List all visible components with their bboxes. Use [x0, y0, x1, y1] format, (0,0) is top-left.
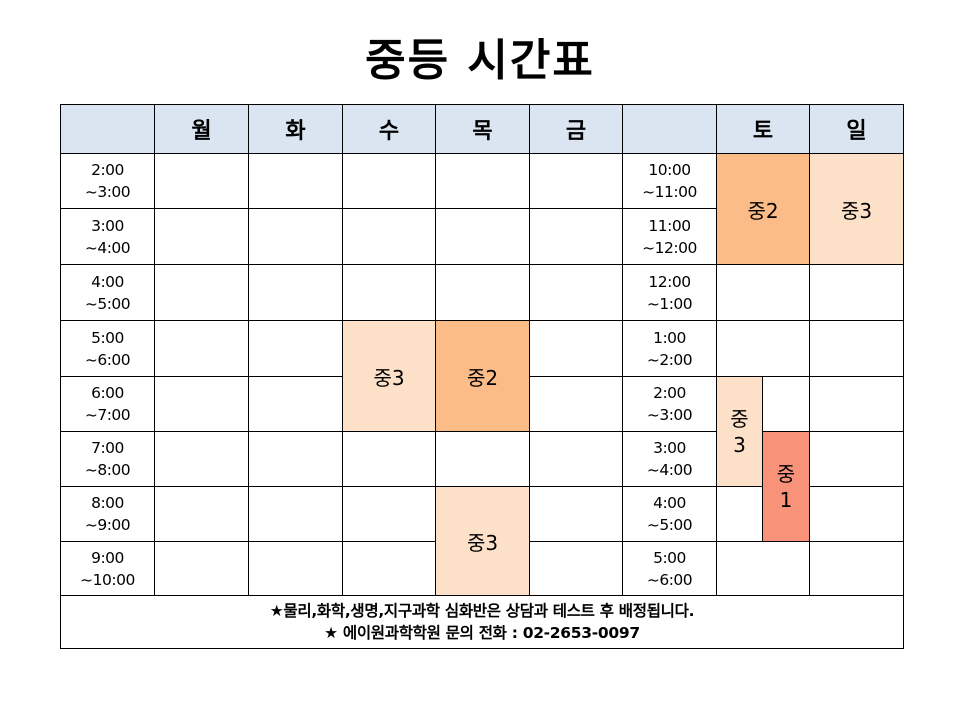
empty-cell [435, 208, 530, 265]
empty-cell [248, 320, 343, 377]
header-day-sat: 토 [716, 104, 810, 154]
weekend-time-cell: 5:00 ~6:00 [622, 541, 717, 596]
page-title: 중등 시간표 [365, 35, 595, 86]
header-day-fri: 금 [529, 104, 623, 154]
header-day-wed: 수 [342, 104, 436, 154]
empty-cell [529, 208, 623, 265]
empty-cell [809, 541, 904, 596]
weekday-time-cell: 4:00 ~5:00 [60, 264, 155, 321]
header-row: 월 화 수 목 금 토 일 [60, 104, 904, 154]
weekend-time-cell: 2:00 ~3:00 [622, 376, 717, 432]
weekend-time-cell: 4:00 ~5:00 [622, 486, 717, 542]
footer-line-1: ★물리,화학,생명,지구과학 심화반은 상담과 테스트 후 배정됩니다. [269, 602, 695, 620]
empty-cell [529, 431, 623, 487]
weekend-time-cell: 11:00 ~12:00 [622, 208, 717, 265]
empty-cell [248, 486, 343, 542]
weekday-time-cell: 9:00 ~10:00 [60, 541, 155, 596]
empty-cell [809, 320, 904, 377]
empty-cell [154, 376, 249, 432]
empty-cell [809, 486, 904, 542]
empty-cell [342, 541, 436, 596]
weekend-time-cell: 1:00 ~2:00 [622, 320, 717, 377]
empty-cell [154, 541, 249, 596]
header-day-sun: 일 [809, 104, 904, 154]
weekend-time-cell: 12:00 ~1:00 [622, 264, 717, 321]
empty-cell [809, 431, 904, 487]
header-corner-mid [622, 104, 717, 154]
header-day-mon: 월 [154, 104, 249, 154]
table-row: 2:00 ~3:00 10:00 ~11:00 중2 중3 [60, 153, 904, 265]
class-block-wed-5: 중3 [342, 320, 436, 432]
table-row: 3:00 ~4:00 11:00 ~12:00 [60, 208, 904, 265]
class-block-sat-10: 중2 [716, 153, 810, 265]
weekday-time-cell: 3:00 ~4:00 [60, 208, 155, 265]
empty-cell [716, 486, 763, 542]
empty-cell [248, 376, 343, 432]
timetable: 월 화 수 목 금 토 일 2:00 ~3:00 10:00 ~11:00 중2 중… [60, 104, 904, 649]
empty-cell [154, 431, 249, 487]
empty-cell [154, 264, 249, 321]
weekend-time-cell: 3:00 ~4:00 [622, 431, 717, 487]
empty-cell [809, 376, 904, 432]
class-block-thu-5: 중2 [435, 320, 530, 432]
empty-cell [342, 264, 436, 321]
empty-cell [248, 541, 343, 596]
footer-line-2: ★ 에이원과학학원 문의 전화 : 02-2653-0097 [324, 624, 640, 642]
weekday-time-cell: 6:00 ~7:00 [60, 376, 155, 432]
empty-cell [342, 208, 436, 265]
empty-cell [248, 153, 343, 209]
empty-cell [248, 431, 343, 487]
empty-cell [762, 376, 810, 432]
empty-cell [248, 264, 343, 321]
weekday-time-cell: 8:00 ~9:00 [60, 486, 155, 542]
empty-cell [716, 320, 810, 377]
empty-cell [435, 153, 530, 209]
empty-cell [154, 320, 249, 377]
table-row: 4:00 ~5:00 12:00 ~1:00 [60, 264, 904, 321]
empty-cell [529, 541, 623, 596]
empty-cell [809, 264, 904, 321]
class-block-thu-8: 중3 [435, 486, 530, 596]
empty-cell [342, 486, 436, 542]
empty-cell [435, 264, 530, 321]
empty-cell [342, 431, 436, 487]
empty-cell [529, 486, 623, 542]
footer-note: ★물리,화학,생명,지구과학 심화반은 상담과 테스트 후 배정됩니다. ★ 에… [60, 595, 904, 649]
empty-cell [716, 264, 810, 321]
weekday-time-cell: 7:00 ~8:00 [60, 431, 155, 487]
empty-cell [716, 541, 810, 596]
table-row: 5:00 ~6:00 중3 중2 1:00 ~2:00 [60, 320, 904, 432]
empty-cell [529, 320, 623, 377]
empty-cell [248, 208, 343, 265]
empty-cell [154, 486, 249, 542]
empty-cell [154, 208, 249, 265]
empty-cell [435, 431, 530, 487]
header-day-thu: 목 [435, 104, 530, 154]
weekend-time-cell: 10:00 ~11:00 [622, 153, 717, 209]
table-row: 8:00 ~9:00 중3 4:00 ~5:00 [60, 486, 904, 596]
header-corner-left [60, 104, 155, 154]
empty-cell [529, 376, 623, 432]
table-row: 9:00 ~10:00 5:00 ~6:00 [60, 541, 904, 596]
weekday-time-cell: 2:00 ~3:00 [60, 153, 155, 209]
empty-cell [342, 153, 436, 209]
footer-row: ★물리,화학,생명,지구과학 심화반은 상담과 테스트 후 배정됩니다. ★ 에… [60, 595, 904, 649]
empty-cell [529, 153, 623, 209]
header-day-tue: 화 [248, 104, 343, 154]
class-block-sun-10: 중3 [809, 153, 904, 265]
empty-cell [529, 264, 623, 321]
weekday-time-cell: 5:00 ~6:00 [60, 320, 155, 377]
empty-cell [154, 153, 249, 209]
